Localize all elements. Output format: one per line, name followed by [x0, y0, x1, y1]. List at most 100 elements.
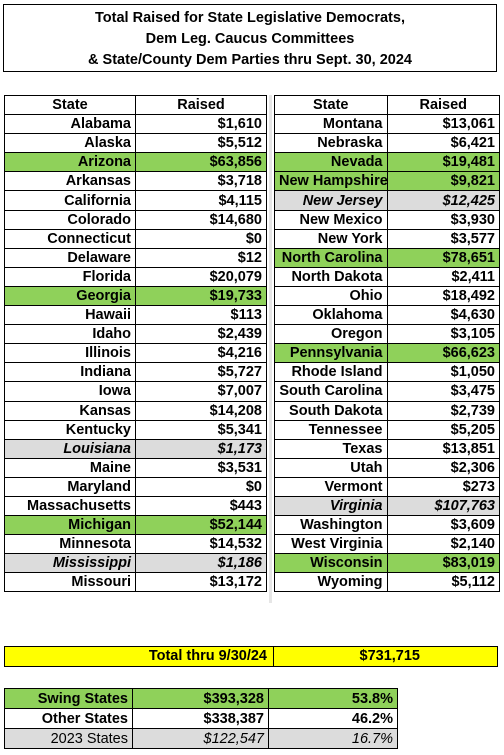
right-table-row: Wisconsin $83,019 [274, 553, 500, 574]
summary-label-cell: Swing States [4, 688, 133, 709]
left-table-row: Iowa $7,007 [4, 381, 267, 402]
summary-amount-cell: $338,387 [132, 708, 269, 729]
left-table-row: Hawaii $113 [4, 305, 267, 326]
raised-amount-cell: $1,173 [135, 438, 267, 459]
right-table-row: Washington $3,609 [274, 515, 500, 536]
state-name-cell: Florida [4, 266, 136, 287]
right-table-row: Oklahoma $4,630 [274, 305, 500, 326]
state-name-cell: West Virginia [274, 534, 388, 555]
raised-amount-cell: $14,532 [135, 534, 267, 555]
raised-amount-cell: $2,306 [386, 457, 500, 478]
right-state-table: State Raised Montana $13,061 Nebraska $6,42… [274, 94, 500, 593]
raised-amount-cell: $3,531 [135, 457, 267, 478]
raised-amount-cell: $5,205 [386, 419, 500, 440]
state-name-cell: Wisconsin [274, 553, 388, 574]
right-table-row: Nevada $19,481 [274, 152, 500, 173]
raised-amount-cell: $2,140 [386, 534, 500, 555]
right-table-row: South Dakota $2,739 [274, 400, 500, 421]
raised-amount-cell: $273 [386, 476, 500, 497]
state-name-cell: Georgia [4, 285, 136, 307]
state-name-cell: Utah [274, 457, 388, 478]
raised-amount-cell: $5,341 [135, 419, 267, 440]
right-table-row: Tennessee $5,205 [274, 419, 500, 440]
state-name-cell: New Jersey [274, 190, 388, 211]
raised-amount-cell: $2,411 [386, 266, 500, 287]
right-table-row: Texas $13,851 [274, 438, 500, 459]
right-table-row: West Virginia $2,140 [274, 534, 500, 555]
left-table-row: Arkansas $3,718 [4, 171, 267, 192]
raised-amount-cell: $18,492 [386, 285, 500, 307]
state-name-cell: Idaho [4, 324, 136, 345]
state-name-cell: Nevada [274, 152, 388, 173]
right-table-row: Utah $2,306 [274, 457, 500, 478]
raised-amount-cell: $4,115 [135, 190, 267, 211]
state-name-cell: Wyoming [274, 572, 388, 593]
right-table-row: New Mexico $3,930 [274, 209, 500, 230]
left-table-row: Idaho $2,439 [4, 324, 267, 345]
raised-amount-cell: $3,577 [386, 228, 500, 249]
state-name-cell: Connecticut [4, 228, 136, 249]
state-name-cell: Hawaii [4, 305, 136, 326]
state-name-cell: Kentucky [4, 419, 136, 440]
state-name-cell: New York [274, 228, 388, 249]
total-divider [273, 647, 274, 666]
state-name-cell: Arizona [4, 152, 136, 173]
raised-amount-cell: $2,439 [135, 324, 267, 345]
raised-amount-cell: $3,930 [386, 209, 500, 230]
raised-amount-cell: $83,019 [386, 553, 500, 574]
total-row: Total thru 9/30/24 $731,715 [4, 646, 498, 667]
left-raised-header: Raised [135, 94, 267, 116]
raised-amount-cell: $9,821 [386, 171, 500, 192]
left-table-row: Massachusetts $443 [4, 495, 267, 517]
state-name-cell: South Carolina [274, 381, 388, 402]
state-name-cell: Delaware [4, 247, 136, 268]
left-table-row: Louisiana $1,173 [4, 438, 267, 459]
raised-amount-cell: $5,112 [386, 572, 500, 593]
left-table-row: Indiana $5,727 [4, 362, 267, 383]
raised-amount-cell: $14,208 [135, 400, 267, 421]
raised-amount-cell: $107,763 [386, 495, 500, 517]
state-name-cell: Rhode Island [274, 362, 388, 383]
summary-row: Swing States $393,328 53.8% [4, 688, 398, 709]
state-name-cell: Oregon [274, 324, 388, 345]
state-name-cell: Pennsylvania [274, 343, 388, 364]
raised-amount-cell: $0 [135, 228, 267, 249]
raised-amount-cell: $7,007 [135, 381, 267, 402]
state-name-cell: Missouri [4, 572, 136, 593]
raised-amount-cell: $3,718 [135, 171, 267, 192]
state-name-cell: Michigan [4, 515, 136, 536]
right-table-row: Ohio $18,492 [274, 285, 500, 307]
left-table-row: Kentucky $5,341 [4, 419, 267, 440]
right-table-row: Pennsylvania $66,623 [274, 343, 500, 364]
left-table-row: Georgia $19,733 [4, 285, 267, 307]
right-table-row: Nebraska $6,421 [274, 133, 500, 154]
raised-amount-cell: $113 [135, 305, 267, 326]
state-name-cell: Vermont [274, 476, 388, 497]
right-table-row: New Hampshire $9,821 [274, 171, 500, 192]
right-table-row: North Dakota $2,411 [274, 266, 500, 287]
state-name-cell: Montana [274, 114, 388, 135]
left-table-row: Colorado $14,680 [4, 209, 267, 230]
state-name-cell: Tennessee [274, 419, 388, 440]
right-state-header: State [274, 94, 388, 116]
left-table-row: Arizona $63,856 [4, 152, 267, 173]
state-name-cell: Minnesota [4, 534, 136, 555]
left-table-row: Illinois $4,216 [4, 343, 267, 364]
raised-amount-cell: $19,481 [386, 152, 500, 173]
state-name-cell: Washington [274, 515, 388, 536]
raised-amount-cell: $78,651 [386, 247, 500, 268]
state-name-cell: Oklahoma [274, 305, 388, 326]
raised-amount-cell: $63,856 [135, 152, 267, 173]
state-name-cell: Indiana [4, 362, 136, 383]
left-state-header: State [4, 94, 136, 116]
right-table-row: Vermont $273 [274, 476, 500, 497]
summary-label-cell: 2023 States [4, 728, 133, 749]
state-name-cell: Kansas [4, 400, 136, 421]
left-table-row: Mississippi $1,186 [4, 553, 267, 574]
state-name-cell: Mississippi [4, 553, 136, 574]
summary-label-cell: Other States [4, 708, 133, 729]
state-name-cell: North Dakota [274, 266, 388, 287]
raised-amount-cell: $13,061 [386, 114, 500, 135]
right-table-row: South Carolina $3,475 [274, 381, 500, 402]
summary-percent-cell: 16.7% [268, 728, 398, 749]
